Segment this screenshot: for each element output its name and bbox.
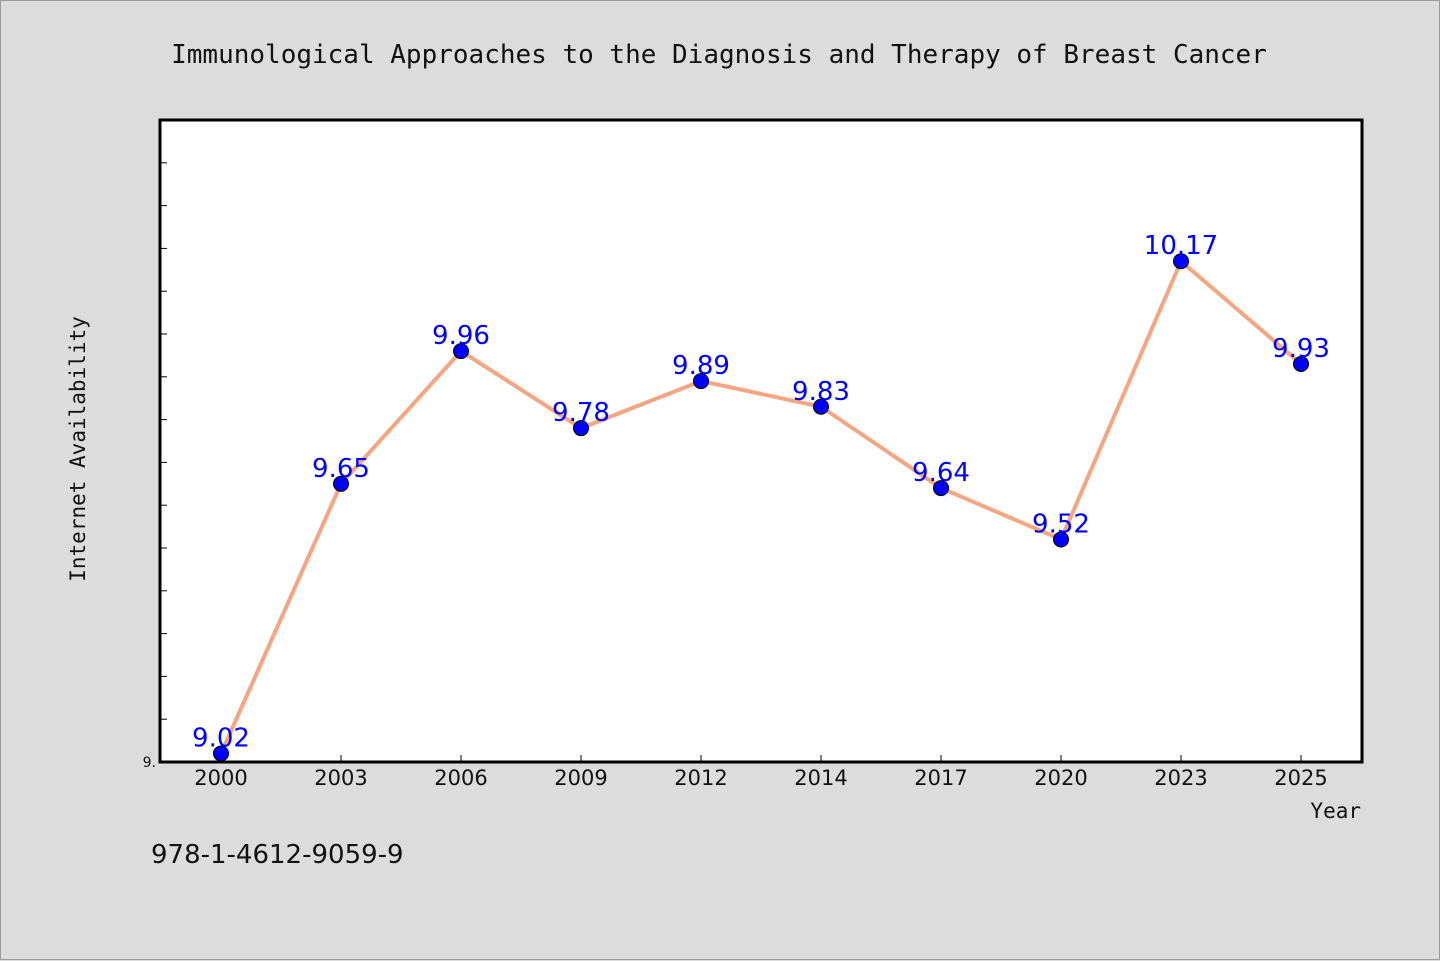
y-axis-label: Internet Availability xyxy=(66,316,90,582)
x-tick-label: 2009 xyxy=(554,766,607,790)
data-label: 9.64 xyxy=(912,458,970,488)
series-line xyxy=(219,259,1303,755)
data-point xyxy=(1053,531,1069,548)
x-axis-ticks: 2000 2003 2006 2009 2012 2014 2017 2020 2023 2025 xyxy=(194,755,1328,790)
data-label: 9.83 xyxy=(792,377,850,407)
data-point xyxy=(813,398,829,415)
x-tick-label: 2003 xyxy=(314,766,367,790)
x-tick-label: 2012 xyxy=(674,766,727,790)
data-point xyxy=(1293,355,1309,372)
data-point xyxy=(213,745,229,762)
chart-title: Immunological Approaches to the Diagnosi… xyxy=(171,40,1267,70)
y-tick-label: 9. xyxy=(143,755,156,771)
x-tick-label: 2023 xyxy=(1154,766,1207,790)
x-tick-label: 2014 xyxy=(794,766,847,790)
x-axis-label: Year xyxy=(1310,799,1361,823)
data-point xyxy=(453,343,469,360)
data-point xyxy=(693,373,709,390)
data-label: 9.52 xyxy=(1032,509,1090,539)
x-tick-label: 2000 xyxy=(194,766,247,790)
x-tick-label: 2006 xyxy=(434,766,487,790)
data-point xyxy=(1173,253,1189,270)
data-label: 9.65 xyxy=(312,454,370,484)
data-point xyxy=(933,480,949,497)
data-point xyxy=(573,420,589,437)
isbn-footer: 978-1-4612-9059-9 xyxy=(151,840,404,870)
data-label: 9.02 xyxy=(192,723,250,753)
plot-area xyxy=(158,118,1364,764)
x-tick-label: 2025 xyxy=(1274,766,1327,790)
data-label: 9.93 xyxy=(1272,334,1330,364)
data-point xyxy=(333,475,349,492)
data-label: 10.17 xyxy=(1144,231,1218,261)
data-label: 9.96 xyxy=(432,321,490,351)
x-tick-label: 2017 xyxy=(914,766,967,790)
data-label: 9.89 xyxy=(672,351,730,381)
y-axis-ticks: 9. xyxy=(143,162,167,771)
series-layer: 9.02 9.65 9.96 9.78 9.89 9.83 9.64 9.52 10.17 9.9… xyxy=(192,231,1330,762)
x-tick-label: 2020 xyxy=(1034,766,1087,790)
data-label: 9.78 xyxy=(552,398,610,428)
